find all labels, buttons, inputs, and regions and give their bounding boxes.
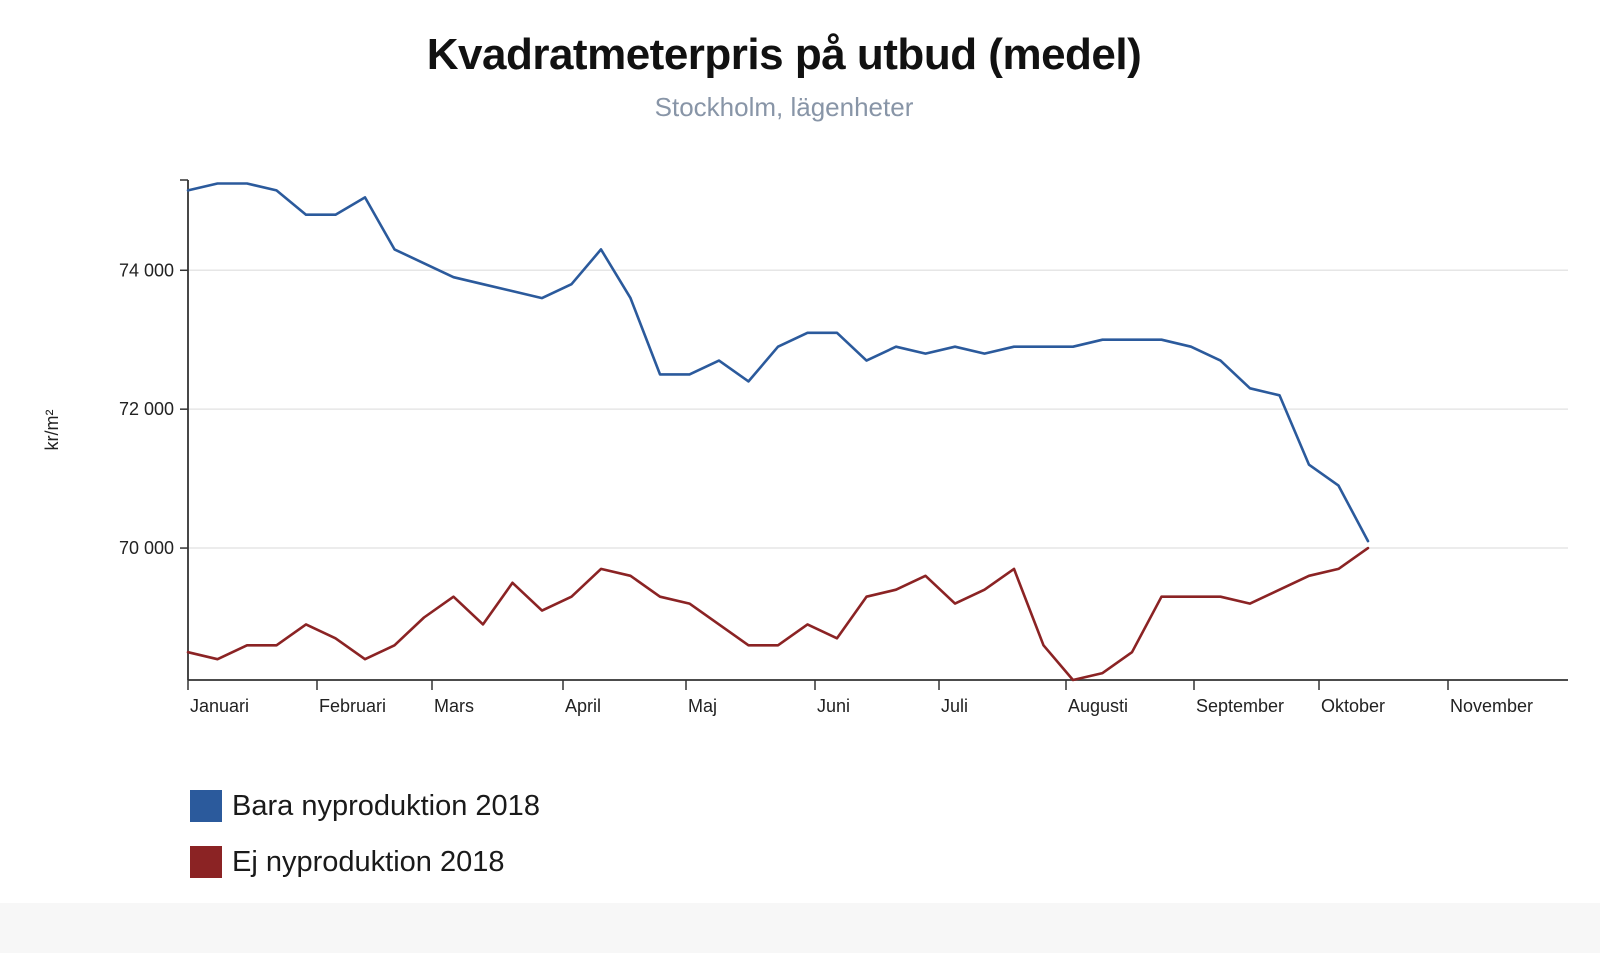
x-tick-label: Maj [688, 696, 717, 716]
legend-item-ej-nyproduktion[interactable]: Ej nyproduktion 2018 [190, 842, 540, 882]
x-tick-label: Februari [319, 696, 386, 716]
x-tick-label: Augusti [1068, 696, 1128, 716]
legend: Bara nyproduktion 2018 Ej nyproduktion 2… [190, 786, 540, 898]
legend-label: Bara nyproduktion 2018 [232, 789, 540, 822]
series-line-1 [186, 546, 1370, 682]
legend-label: Ej nyproduktion 2018 [232, 845, 505, 878]
line-chart: 70 000 72 000 74 000 Januari Februari Mars Apr… [42, 179, 1568, 716]
x-tick-label: September [1196, 696, 1284, 716]
y-tick-label: 72 000 [119, 399, 174, 419]
series-line-0 [186, 182, 1370, 543]
x-tick-label: April [565, 696, 601, 716]
y-tick-label: 74 000 [119, 260, 174, 280]
x-tick-label: Juli [941, 696, 968, 716]
chart-title: Kvadratmeterpris på utbud (medel) [426, 30, 1142, 79]
axes: 70 000 72 000 74 000 Januari Februari Mars Apr… [119, 179, 1568, 716]
gridlines [188, 269, 1568, 549]
legend-swatch-red [190, 846, 222, 878]
chart-subtitle: Stockholm, lägenheter [654, 92, 914, 122]
x-tick-label: November [1450, 696, 1533, 716]
y-axis-label: kr/m² [42, 410, 62, 451]
x-tick-label: Juni [817, 696, 850, 716]
y-tick-label: 70 000 [119, 538, 174, 558]
x-tick-label: Mars [434, 696, 474, 716]
legend-swatch-blue [190, 790, 222, 822]
bottom-band [0, 903, 1600, 953]
legend-item-bara-nyproduktion[interactable]: Bara nyproduktion 2018 [190, 786, 540, 826]
x-tick-label: Oktober [1321, 696, 1385, 716]
x-tick-label: Januari [190, 696, 249, 716]
series-lines [186, 182, 1370, 682]
